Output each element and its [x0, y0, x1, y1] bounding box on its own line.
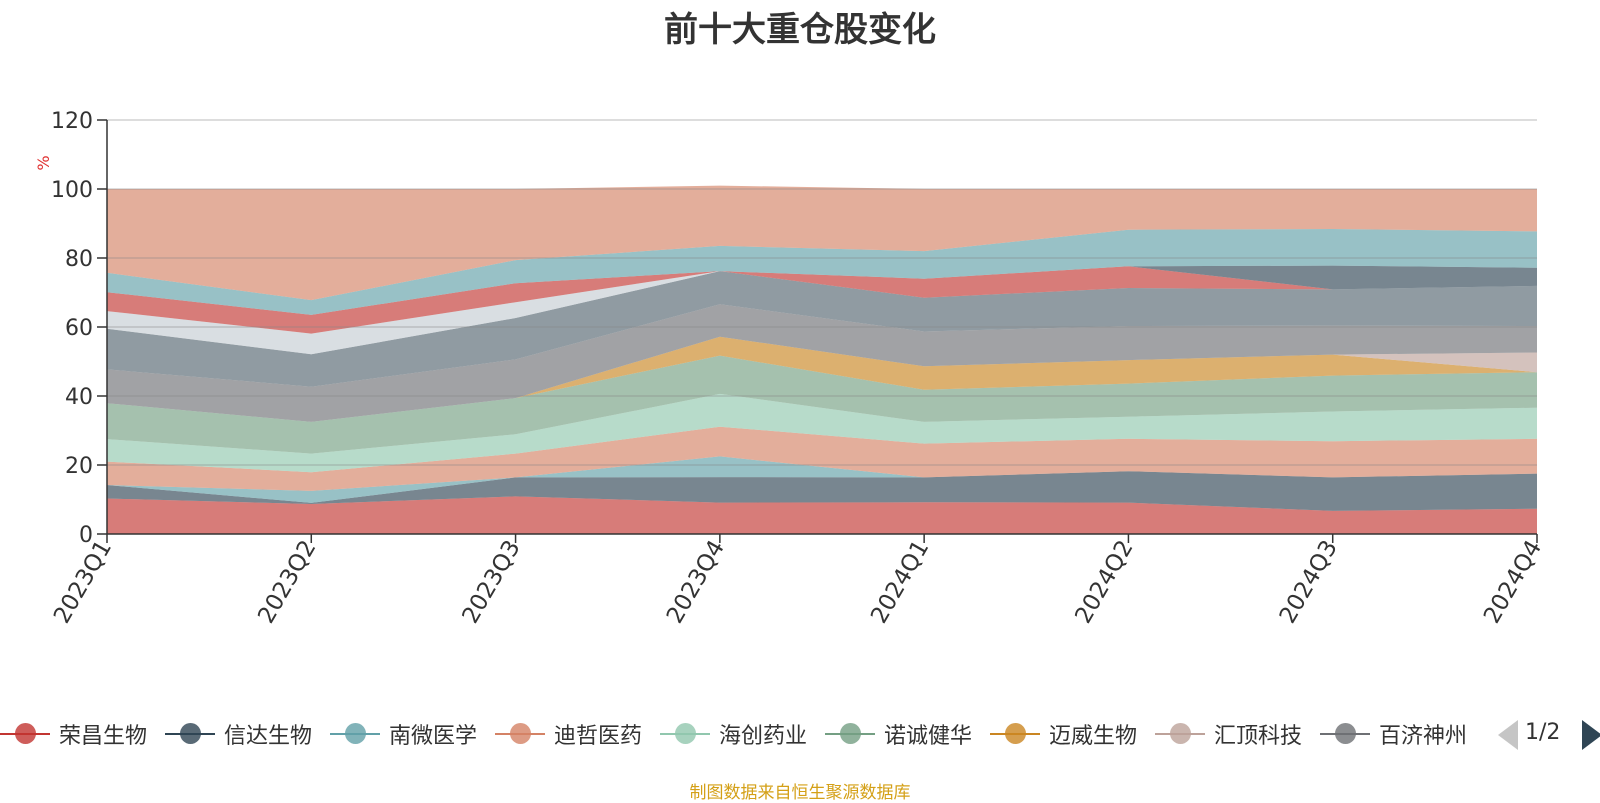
legend-item[interactable]: 南微医学 [330, 714, 477, 754]
x-tick-label: 2024Q3 [1275, 536, 1343, 628]
legend-item[interactable]: 荣昌生物 [0, 714, 147, 754]
legend-page-indicator: 1/2 [1525, 720, 1561, 745]
area-series-8[interactable] [107, 304, 1537, 422]
legend-marker-icon [825, 721, 875, 747]
legend-label: 信达生物 [224, 724, 313, 749]
legend-label: 迈威生物 [1049, 724, 1138, 749]
area-series-0[interactable] [107, 496, 1537, 534]
area-series-14[interactable] [107, 185, 1537, 301]
legend-marker-icon [1320, 721, 1370, 747]
legend-marker-icon [0, 721, 50, 747]
legend-marker-icon [1155, 721, 1205, 747]
y-tick-label: 120 [51, 109, 93, 134]
chart-title: 前十大重仓股变化 [664, 10, 936, 50]
area-series-5[interactable] [107, 355, 1537, 454]
x-tick-label: 2023Q3 [458, 536, 526, 628]
legend-label: 南微医学 [389, 724, 478, 749]
y-tick-label: 20 [65, 454, 93, 479]
legend-item[interactable]: 迪哲医药 [495, 714, 642, 754]
area-series-3[interactable] [107, 426, 1537, 491]
legend-item[interactable]: 海创药业 [660, 714, 807, 754]
x-tick-label: 2023Q4 [662, 536, 730, 628]
y-tick-label: 100 [51, 178, 93, 203]
legend: 荣昌生物 信达生物 南微医学 迪哲医药 海创药业 诺诚健华 迈威生物 汇顶科技 百济神州 [0, 714, 1600, 754]
area-series-10[interactable] [107, 271, 1537, 355]
area-series-4[interactable] [107, 393, 1537, 473]
y-tick-label: 60 [65, 316, 93, 341]
legend-label: 汇顶科技 [1214, 724, 1303, 749]
area-series-11[interactable] [107, 266, 1537, 334]
legend-item[interactable]: 迈威生物 [990, 714, 1137, 754]
legend-marker-icon [660, 721, 710, 747]
y-tick-label: 0 [79, 523, 93, 548]
area-series-13[interactable] [107, 229, 1537, 315]
y-axis-unit: % [34, 155, 53, 170]
x-tick-label: 2023Q1 [49, 536, 117, 628]
gridlines [107, 119, 1537, 466]
source-note: 制图数据来自恒生聚源数据库 [689, 783, 911, 803]
x-tick-label: 2023Q2 [253, 536, 321, 628]
legend-viewport: 荣昌生物 信达生物 南微医学 迪哲医药 海创药业 诺诚健华 迈威生物 汇顶科技 百济神州 [0, 714, 1478, 754]
x-tick-label: 2024Q2 [1070, 536, 1138, 628]
area-layer [107, 185, 1537, 534]
y-tick-label: 80 [65, 247, 93, 272]
legend-next-page-icon[interactable] [1582, 720, 1600, 750]
legend-label: 海创药业 [719, 724, 808, 749]
legend-prev-page-icon[interactable] [1498, 720, 1518, 750]
legend-label: 荣昌生物 [59, 724, 148, 749]
x-tick-label: 2024Q4 [1479, 536, 1547, 628]
area-series-12[interactable] [107, 265, 1537, 315]
legend-marker-icon [330, 721, 380, 747]
legend-marker-icon [165, 721, 215, 747]
legend-marker-icon [495, 721, 545, 747]
legend-pager: 1/2 [1498, 716, 1600, 752]
legend-marker-icon [990, 721, 1040, 747]
area-series-9[interactable] [107, 271, 1537, 387]
legend-label: 诺诚健华 [884, 724, 973, 749]
x-tick-label: 2024Q1 [866, 536, 934, 628]
legend-item[interactable]: 信达生物 [165, 714, 312, 754]
legend-label: 百济神州 [1379, 724, 1468, 749]
legend-item[interactable]: 百济神州 [1320, 714, 1467, 754]
legend-label: 迪哲医药 [554, 724, 643, 749]
area-series-6[interactable] [107, 336, 1537, 422]
y-tick-label: 40 [65, 385, 93, 410]
area-series-1[interactable] [107, 471, 1537, 511]
legend-item[interactable]: 诺诚健华 [825, 714, 972, 754]
legend-item[interactable]: 汇顶科技 [1155, 714, 1302, 754]
